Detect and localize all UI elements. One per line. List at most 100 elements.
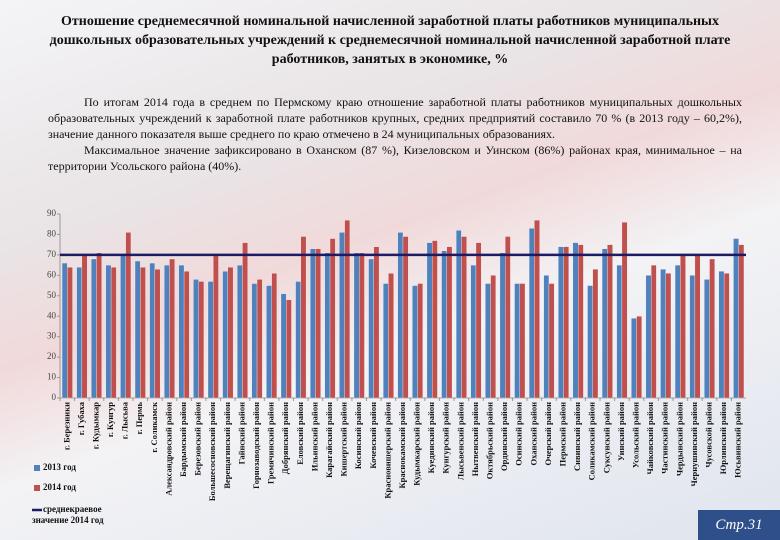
bar: [485, 283, 491, 399]
bar: [178, 264, 185, 399]
bar: [621, 222, 628, 399]
x-tick-label: Чусовской район: [703, 402, 713, 468]
bar: [412, 285, 418, 399]
bar: [402, 236, 409, 399]
x-tick-label: Осинский район: [514, 402, 524, 466]
bar: [397, 232, 404, 399]
x-tick-label: г. Лысьва: [120, 401, 130, 439]
bar: [616, 264, 623, 399]
legend-label: 2013 год: [43, 462, 76, 472]
y-tick-label: 40: [47, 310, 57, 320]
bar: [490, 275, 496, 399]
bar: [154, 269, 161, 399]
bar: [315, 248, 321, 399]
y-tick-label: 20: [47, 351, 57, 361]
bar: [426, 242, 433, 399]
x-tick-label: Кишертский район: [339, 402, 349, 477]
x-tick-label: Березовский район: [193, 402, 203, 476]
x-tick-label: Юрлинский район: [718, 402, 728, 474]
bar: [227, 267, 234, 399]
bar: [67, 267, 73, 399]
body-text: По итогам 2014 года в среднем по Пермско…: [48, 94, 742, 174]
bar: [256, 279, 263, 399]
bar: [183, 271, 190, 399]
legend-label: среднекраевое значение 2014 год: [32, 504, 104, 525]
bar: [96, 252, 102, 399]
y-tick-label: 70: [47, 249, 57, 259]
x-tick-label: Гремячинский район: [266, 402, 276, 484]
bar: [461, 236, 467, 399]
bar: [251, 283, 258, 399]
bar: [587, 285, 593, 399]
bar: [344, 219, 351, 399]
x-tick-label: Оханский район: [528, 402, 538, 466]
bar: [310, 248, 316, 399]
x-tick-label: Чайковский район: [645, 402, 655, 475]
bar: [738, 244, 745, 399]
legend-swatch: [34, 465, 40, 471]
bar: [353, 252, 360, 399]
bar: [242, 242, 248, 399]
x-tick-label: Ильинский район: [309, 402, 319, 471]
bar: [519, 283, 526, 399]
bar: [505, 236, 511, 399]
bar: [339, 232, 345, 399]
bar: [213, 254, 219, 399]
y-tick-label: 30: [47, 331, 57, 341]
y-tick-label: 0: [52, 392, 57, 402]
bar: [140, 267, 146, 399]
bar: [709, 258, 715, 399]
bar: [631, 318, 637, 399]
bar: [601, 248, 608, 399]
paragraph: По итогам 2014 года в среднем по Пермско…: [48, 95, 742, 141]
x-tick-label: Ординский район: [499, 402, 509, 471]
x-tick-label: Александровский район: [163, 402, 173, 496]
bar: [295, 281, 301, 399]
bar: [110, 267, 117, 399]
x-tick-label: Большесосновский район: [207, 402, 217, 501]
slide-title: Отношение среднемесячной номинальной нач…: [49, 14, 731, 67]
bar: [76, 267, 83, 399]
x-tick-label: Краснокамский район: [397, 402, 407, 489]
bar: [645, 275, 652, 399]
bar: [694, 254, 701, 399]
y-tick-label: 50: [47, 290, 57, 300]
x-tick-label: Кочевский район: [368, 402, 378, 469]
legend-label: 2014 год: [43, 482, 76, 492]
bar: [324, 252, 331, 399]
bar: [563, 246, 569, 399]
x-tick-label: Гайнский район: [236, 402, 246, 464]
bar: [689, 275, 696, 399]
paragraph: Максимальное значение зафиксировано в Ох…: [48, 143, 742, 173]
bar: [149, 262, 156, 399]
y-tick-label: 80: [47, 229, 57, 239]
legend-swatch: [34, 485, 40, 491]
page-number: Стр.31: [698, 510, 780, 540]
bar: [359, 252, 365, 399]
x-tick-label: г. Березники: [61, 402, 71, 450]
bar: [169, 258, 175, 399]
bar: [577, 244, 584, 399]
bar: [636, 316, 642, 399]
x-tick-label: Кудымкарский район: [412, 402, 422, 486]
bar: [388, 273, 394, 399]
bar: [446, 246, 453, 399]
bar: [718, 271, 725, 399]
bar: [105, 264, 112, 399]
bar: [271, 273, 278, 399]
x-tick-label: Усольский район: [630, 402, 640, 468]
y-tick-label: 10: [47, 372, 57, 382]
bar: [61, 262, 68, 399]
x-tick-label: Очерский район: [543, 402, 553, 466]
x-tick-label: Нытвенский район: [470, 402, 480, 476]
bar: [674, 264, 681, 399]
bar: [300, 236, 307, 399]
bar: [499, 252, 506, 399]
x-tick-label: г. Губаха: [76, 401, 86, 435]
bar: [543, 275, 550, 399]
bar: [514, 283, 520, 399]
x-tick-label: Сивинский район: [572, 402, 582, 471]
y-tick-label: 90: [47, 208, 57, 218]
bar: [572, 242, 579, 399]
